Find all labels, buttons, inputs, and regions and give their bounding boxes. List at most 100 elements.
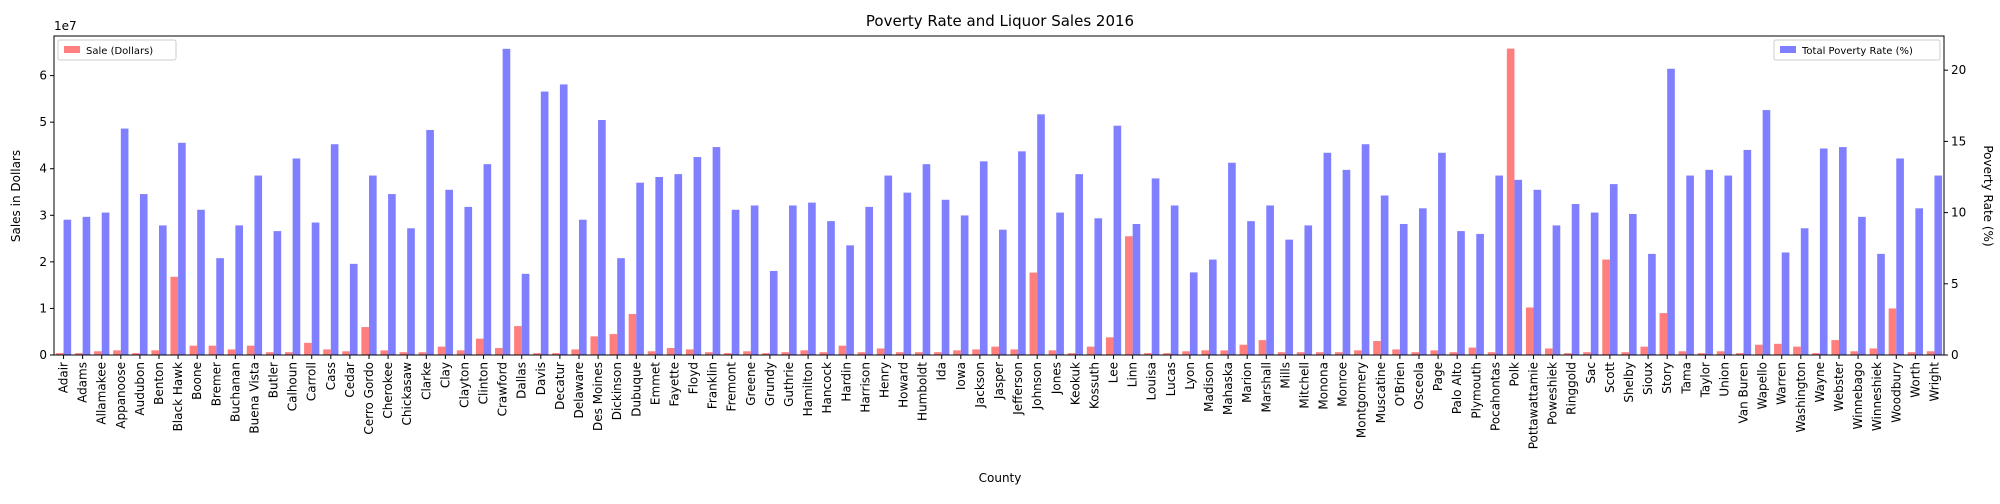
bar-poverty: [1419, 208, 1427, 355]
bar-poverty: [1247, 221, 1255, 355]
x-tick-label: Montgomery: [1355, 362, 1369, 438]
x-tick-label: Marshall: [1259, 362, 1273, 413]
bar-sales: [934, 352, 942, 355]
bar-poverty: [979, 161, 988, 355]
x-tick-label: Jackson: [973, 362, 987, 409]
x-tick-label: Hamilton: [801, 362, 815, 416]
bar-sales: [972, 349, 980, 355]
bar-sales: [265, 352, 274, 355]
y-axis-label-left: Sales in Dollars: [9, 150, 23, 242]
bar-poverty: [1800, 228, 1809, 355]
x-tick-label: Buchanan: [228, 362, 242, 422]
bar-poverty: [330, 144, 339, 355]
bar-poverty: [750, 205, 759, 355]
bar-poverty: [1361, 144, 1370, 355]
x-tick-label: Appanoose: [114, 362, 128, 429]
bar-poverty: [1858, 216, 1866, 355]
x-tick-label: Humboldt: [916, 362, 930, 421]
bar-sales: [55, 353, 64, 355]
bar-poverty: [1037, 114, 1045, 355]
x-tick-label: Pocahontas: [1488, 362, 1502, 431]
bar-poverty: [1113, 125, 1122, 355]
y-tick-label-right: 5: [1951, 277, 1959, 291]
bar-sales: [323, 349, 331, 355]
bar-sales: [781, 352, 789, 355]
x-tick-label: Howard: [897, 362, 911, 408]
bar-poverty: [827, 221, 835, 355]
bar-sales: [1335, 352, 1343, 355]
bar-poverty: [1495, 175, 1503, 355]
bar-poverty: [369, 175, 377, 355]
left-axis-exponent: 1e7: [54, 19, 77, 33]
bar-sales: [94, 351, 102, 355]
x-tick-label: Madison: [1202, 362, 1216, 412]
bar-poverty: [1342, 169, 1351, 355]
x-tick-label: Clarke: [419, 362, 433, 400]
bar-sales: [1926, 351, 1935, 355]
bar-sales: [1392, 349, 1400, 355]
bar-poverty: [731, 209, 740, 355]
bar-poverty: [1170, 205, 1179, 355]
bar-sales: [437, 346, 446, 355]
bar-sales: [1144, 353, 1152, 355]
bar-poverty: [349, 263, 358, 355]
x-tick-label: Sac: [1584, 362, 1598, 384]
bar-sales: [1525, 307, 1534, 355]
bar-poverty: [1609, 184, 1618, 355]
bar-poverty: [1762, 110, 1771, 355]
x-tick-label: Crawford: [496, 362, 510, 416]
x-tick-label: Jasper: [992, 362, 1006, 400]
x-tick-label: Jones: [1049, 362, 1063, 395]
bar-sales: [246, 345, 255, 355]
bar-poverty: [999, 229, 1007, 355]
bar-poverty: [464, 206, 473, 355]
x-tick-label: Poweshiek: [1546, 362, 1560, 425]
x-tick-label: Cherokee: [381, 362, 395, 419]
bar-sales: [342, 351, 350, 355]
x-tick-label: Henry: [877, 362, 891, 398]
bar-sales: [685, 349, 694, 355]
right-axis: 0 5 10 15 20: [1944, 63, 1966, 362]
bar-poverty: [1724, 175, 1733, 355]
x-tick-label: Marion: [1240, 362, 1254, 403]
x-tick-label: Adams: [76, 362, 90, 403]
x-tick-label: Johnson: [1030, 362, 1044, 410]
bar-poverty: [1209, 259, 1217, 355]
bar-poverty: [1189, 272, 1198, 355]
x-tick-label: Chickasaw: [400, 362, 414, 426]
bar-poverty: [1743, 149, 1752, 355]
bar-sales: [1831, 340, 1839, 355]
bar-poverty: [1648, 253, 1656, 355]
bar-sales: [876, 348, 885, 355]
bar-poverty: [483, 164, 492, 355]
x-tick-label: Worth: [1908, 362, 1922, 398]
bar-sales: [552, 353, 560, 355]
x-tick-label: Union: [1717, 362, 1731, 397]
bar-poverty: [120, 128, 129, 355]
bar-sales: [1220, 350, 1229, 355]
x-tick-label: O'Brien: [1393, 362, 1407, 406]
x-tick-label: Cedar: [343, 362, 357, 398]
bar-sales: [1793, 346, 1801, 355]
y-tick-label-right: 10: [1951, 206, 1966, 220]
x-tick-label: Emmet: [648, 362, 662, 405]
x-tick-label: Fayette: [667, 362, 681, 406]
bar-sales: [285, 352, 293, 355]
bar-poverty: [292, 158, 301, 355]
x-tick-label: Winnebago: [1851, 362, 1865, 429]
bar-poverty: [1781, 252, 1790, 355]
bar-sales: [475, 338, 484, 355]
bar-poverty: [1896, 158, 1904, 355]
bar-sales: [1163, 353, 1171, 355]
x-tick-label: Guthrie: [782, 362, 796, 407]
y-tick-label-left: 6: [39, 69, 47, 83]
x-tick-label: Taylor: [1698, 362, 1712, 398]
bar-sales: [915, 352, 923, 355]
bar-poverty: [1705, 169, 1713, 355]
bar-poverty: [1934, 175, 1943, 355]
x-tick-label: Hancock: [820, 362, 834, 414]
bar-poverty: [1686, 175, 1694, 355]
x-tick-label: Winneshiek: [1870, 362, 1884, 431]
bar-sales: [762, 353, 770, 355]
